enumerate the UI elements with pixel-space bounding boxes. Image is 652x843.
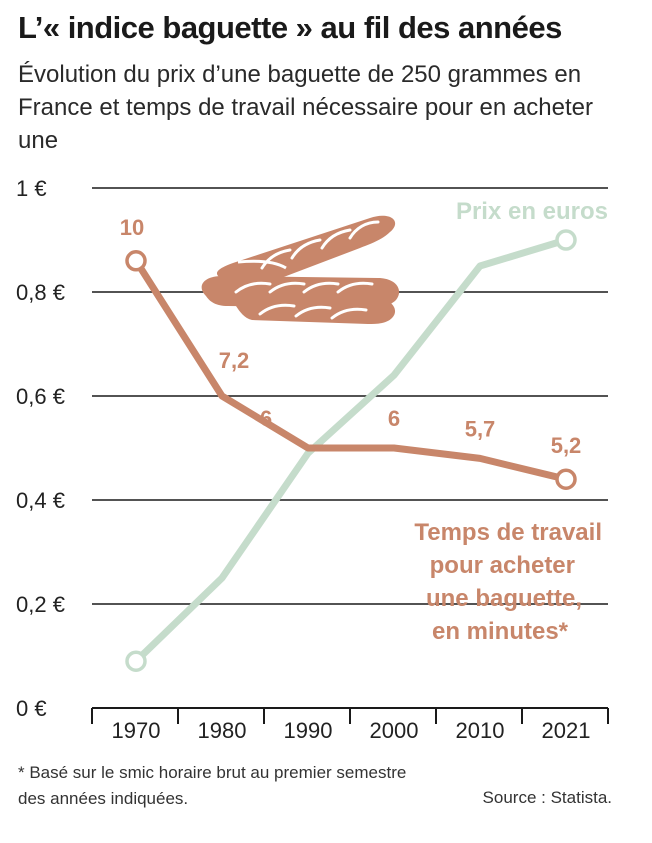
y-tick-label: 0 €: [16, 696, 47, 721]
data-label: 6: [260, 406, 272, 431]
chart-subtitle: Évolution du prix d’une baguette de 250 …: [18, 61, 593, 154]
data-label: 6: [388, 406, 400, 431]
series-marker-1: [125, 250, 147, 272]
y-tick-label: 0,2 €: [16, 592, 65, 617]
x-tick-label: 1990: [284, 718, 333, 743]
axes: 0 € 0,2 € 0,4 € 0,6 € 0,8 € 1 € 1970 1980 1990 20…: [16, 176, 609, 743]
series-line-0: [132, 236, 570, 665]
source: Source : Statista.: [482, 788, 612, 807]
legend-time-line-4: en minutes*: [432, 618, 569, 645]
y-tick-label: 0,4 €: [16, 488, 65, 513]
baguette-icon: [201, 215, 400, 324]
legend-time-line-3: une baguette,: [426, 585, 582, 612]
series-marker-1: [555, 468, 577, 490]
y-tick-label: 0,8 €: [16, 280, 65, 305]
legend-price: Prix en euros: [456, 198, 608, 225]
y-tick-label: 0,6 €: [16, 384, 65, 409]
data-label: 10: [120, 215, 144, 240]
x-tick-label: 1980: [198, 718, 247, 743]
x-tick-label: 2021: [542, 718, 591, 743]
x-tick-label: 1970: [112, 718, 161, 743]
series-marker-0: [125, 650, 147, 672]
chart-title: L’« indice baguette » au fil des années: [18, 10, 562, 45]
legend-time-line-2: pour acheter: [430, 552, 575, 579]
series: [125, 229, 577, 672]
legend-time: Temps de travail pour acheter une baguet…: [414, 519, 602, 645]
y-tick-label: 1 €: [16, 176, 47, 201]
data-label: 5,7: [465, 416, 496, 441]
footnote: * Basé sur le smic horaire brut au premi…: [18, 763, 407, 808]
data-label: 5,2: [551, 433, 582, 458]
labels: 10 7,2 6 6 5,7 5,2: [120, 215, 582, 458]
x-tick-label: 2010: [456, 718, 505, 743]
data-label: 7,2: [219, 348, 250, 373]
series-marker-0: [555, 229, 577, 251]
series-line-1: [132, 257, 570, 483]
x-tick-label: 2000: [370, 718, 419, 743]
legend-time-line-1: Temps de travail: [414, 519, 602, 546]
